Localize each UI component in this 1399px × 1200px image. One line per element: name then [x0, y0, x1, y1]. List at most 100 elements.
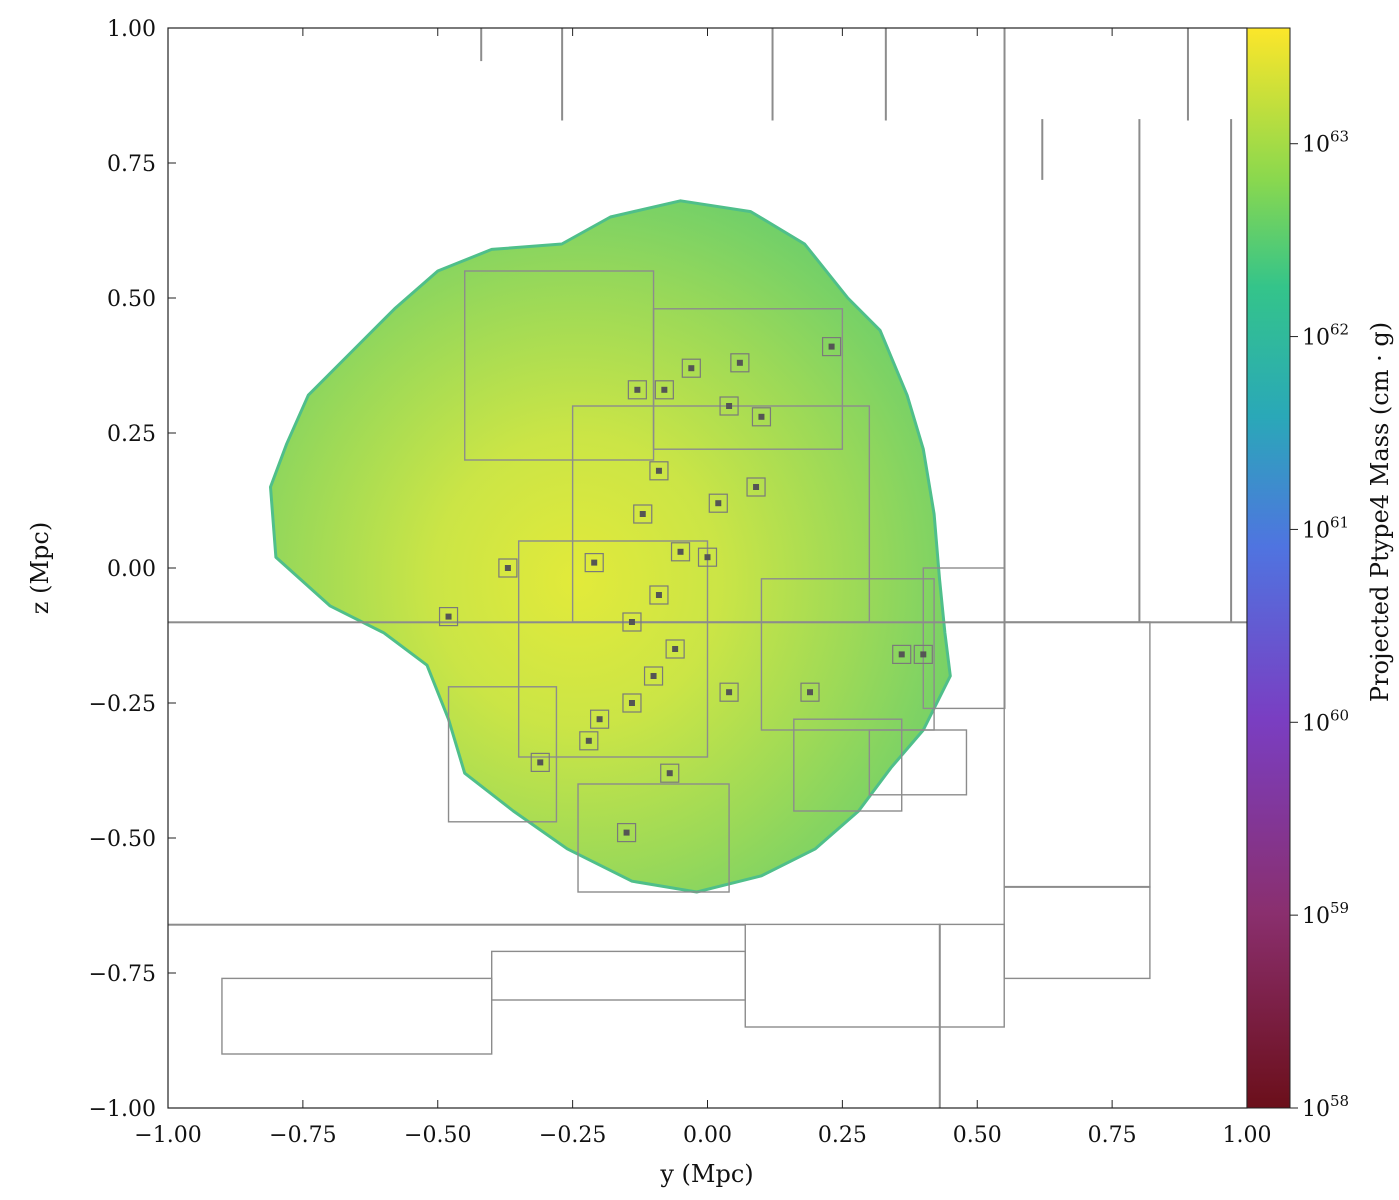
- y-axis: −1.00 −0.75 −0.50 −0.25 0.00 0.25 0.50 0.75 1.00: [89, 17, 176, 1122]
- substructure-box: [584, 552, 604, 573]
- x-tick-label: −0.75: [269, 1123, 336, 1148]
- substructure-markers: [438, 337, 933, 843]
- colorbar: 1058 1059 1060 1061 1062 1063 Projected Ptype…: [1246, 27, 1394, 1122]
- substructure-box: [589, 709, 610, 729]
- substructure-point: [688, 365, 695, 372]
- grid-box: [1003, 885, 1151, 888]
- substructure-box: [633, 504, 653, 524]
- grid-box: [447, 686, 558, 823]
- substructure-box: [438, 606, 459, 627]
- substructure-point: [537, 759, 544, 766]
- substructure-point: [677, 548, 684, 555]
- grid-box: [922, 567, 1005, 710]
- x-tick-label: 0.75: [1088, 1123, 1137, 1148]
- mass-density-map: [269, 199, 952, 894]
- substructure-point: [898, 651, 905, 658]
- substructure-box: [719, 682, 739, 702]
- grid-box: [1186, 28, 1189, 121]
- grid-box: [571, 405, 871, 623]
- substructure-point: [628, 700, 635, 706]
- grid-box: [561, 28, 564, 121]
- grid-box: [491, 950, 746, 1001]
- substructure-box: [746, 477, 766, 497]
- substructure-box: [670, 542, 691, 562]
- substructure-point: [655, 592, 662, 598]
- grid-box: [938, 923, 941, 1108]
- grid-box: [884, 28, 887, 121]
- colorbar-tick-label: 1061: [1302, 513, 1349, 543]
- refinement-grid: [168, 28, 1247, 1108]
- substructure-point: [715, 500, 722, 507]
- grid-box: [1003, 28, 1006, 623]
- x-axis-label: y (Mpc): [659, 1160, 753, 1188]
- substructure-point: [661, 386, 668, 393]
- substructure-box: [649, 585, 669, 605]
- grid-box: [577, 783, 730, 893]
- x-tick-label: 0.25: [818, 1123, 867, 1148]
- substructure-point: [628, 619, 635, 625]
- substructure-point: [591, 559, 598, 566]
- grid-box: [1003, 621, 1151, 980]
- substructure-point: [758, 413, 765, 420]
- substructure-point: [666, 770, 673, 777]
- substructure-box: [649, 461, 669, 481]
- y-axis-label: z (Mpc): [26, 522, 54, 614]
- colorbar-tick-label: 1058: [1302, 1092, 1349, 1122]
- grid-box: [760, 578, 935, 731]
- substructure-point: [736, 359, 743, 366]
- x-axis: −1.00 −0.75 −0.50 −0.25 0.00 0.25 0.50 0.75 1.00: [134, 28, 1271, 1148]
- substructure-box: [697, 547, 718, 567]
- x-tick-label: −1.00: [134, 1123, 201, 1148]
- x-tick-label: 0.00: [683, 1123, 732, 1148]
- substructure-box: [579, 731, 599, 751]
- x-tick-label: −0.25: [539, 1123, 606, 1148]
- substructure-box: [643, 666, 664, 686]
- grid-box: [480, 28, 483, 62]
- substructure-box: [627, 380, 647, 400]
- grid-box: [517, 540, 709, 758]
- colorbar-tick-label: 1062: [1302, 321, 1349, 351]
- y-tick-label: 0.00: [107, 557, 156, 582]
- substructure-point: [623, 829, 630, 836]
- substructure-box: [892, 644, 912, 665]
- substructure-box: [622, 612, 642, 632]
- substructure-box: [660, 763, 680, 783]
- colorbar-tick-label: 1060: [1302, 706, 1349, 736]
- substructure-box: [708, 493, 728, 513]
- grid-box: [744, 923, 1005, 1028]
- grid-box: [1138, 119, 1141, 623]
- mass-region: [269, 199, 952, 894]
- x-tick-label: 1.00: [1223, 1123, 1272, 1148]
- substructure-point: [726, 689, 733, 696]
- colorbar-gradient: [1246, 27, 1291, 1109]
- substructure-box: [821, 337, 842, 357]
- y-tick-label: 0.25: [107, 422, 156, 447]
- substructure-point: [726, 403, 733, 409]
- substructure-point: [655, 467, 662, 474]
- grid-box: [1230, 119, 1233, 623]
- substructure-box: [665, 639, 685, 659]
- colorbar-tick-label: 1059: [1302, 899, 1349, 929]
- substructure-point: [504, 565, 511, 571]
- y-tick-label: 0.50: [107, 287, 156, 312]
- grid-box: [221, 977, 493, 1055]
- x-tick-label: −0.50: [404, 1123, 471, 1148]
- y-tick-label: −1.00: [89, 1097, 156, 1122]
- y-tick-label: −0.50: [89, 827, 156, 852]
- substructure-box: [654, 380, 674, 400]
- substructure-box: [719, 396, 739, 416]
- substructure-box: [498, 558, 518, 578]
- substructure-point: [596, 716, 603, 723]
- grid-box: [793, 718, 903, 812]
- x-tick-label: 0.50: [953, 1123, 1002, 1148]
- colorbar-tick-label: 1063: [1302, 128, 1349, 158]
- grid-box: [652, 308, 844, 450]
- substructure-point: [807, 689, 814, 696]
- substructure-point: [672, 646, 679, 652]
- substructure-point: [639, 511, 646, 517]
- grid-box: [1041, 119, 1044, 180]
- colorbar-ticks: 1058 1059 1060 1061 1062 1063: [1290, 128, 1349, 1122]
- substructure-box: [800, 682, 820, 702]
- y-tick-label: −0.75: [89, 962, 156, 987]
